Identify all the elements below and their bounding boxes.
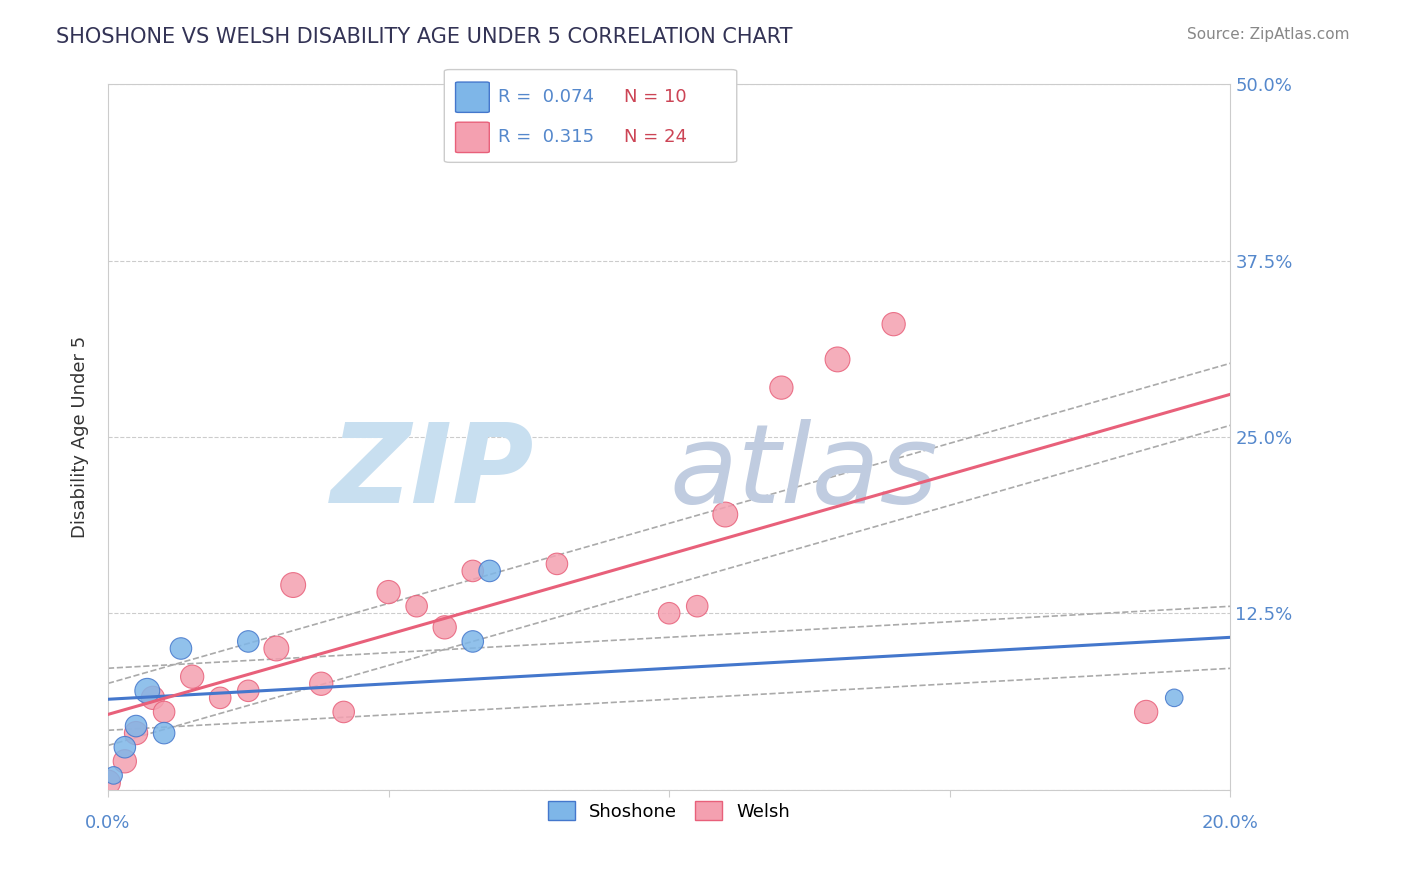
Point (142, 690, 165, 705)
Y-axis label: Disability Age Under 5: Disability Age Under 5 (72, 336, 89, 538)
FancyBboxPatch shape (444, 70, 737, 162)
Point (125, 719, 148, 733)
Point (170, 641, 193, 656)
Text: N = 10: N = 10 (624, 88, 688, 106)
Point (97, 775, 120, 789)
Point (405, 599, 427, 614)
Point (546, 557, 568, 571)
Point (209, 690, 232, 705)
Point (658, 606, 681, 620)
Point (1163, 690, 1185, 705)
Point (153, 705, 176, 719)
Point (125, 726, 148, 740)
Point (181, 670, 204, 684)
Text: R =  0.074: R = 0.074 (498, 88, 593, 106)
Text: R =  0.315: R = 0.315 (498, 128, 593, 146)
Point (770, 381, 793, 395)
Text: 20.0%: 20.0% (1202, 814, 1258, 832)
Point (827, 352, 849, 367)
Point (103, 768, 125, 782)
Point (714, 508, 737, 522)
FancyBboxPatch shape (456, 82, 489, 112)
Point (433, 620, 456, 634)
Text: SHOSHONE VS WELSH DISABILITY AGE UNDER 5 CORRELATION CHART: SHOSHONE VS WELSH DISABILITY AGE UNDER 5… (56, 27, 793, 46)
Text: atlas: atlas (669, 418, 938, 525)
Point (309, 677, 332, 691)
Text: N = 24: N = 24 (624, 128, 688, 146)
Point (153, 726, 176, 740)
Point (461, 634, 484, 648)
Text: 0.0%: 0.0% (86, 814, 131, 832)
Legend: Shoshone, Welsh: Shoshone, Welsh (538, 792, 800, 830)
Point (478, 564, 501, 578)
Point (686, 599, 709, 614)
Text: Source: ZipAtlas.com: Source: ZipAtlas.com (1187, 27, 1350, 42)
Point (238, 634, 260, 648)
Point (266, 641, 288, 656)
Point (883, 317, 905, 331)
Text: ZIP: ZIP (330, 418, 534, 525)
Point (136, 683, 159, 698)
Point (114, 754, 136, 768)
Point (377, 585, 399, 599)
Point (1135, 705, 1157, 719)
Point (461, 564, 484, 578)
FancyBboxPatch shape (456, 122, 489, 153)
Point (238, 683, 260, 698)
Point (332, 705, 354, 719)
Point (114, 740, 136, 755)
Point (283, 578, 305, 592)
